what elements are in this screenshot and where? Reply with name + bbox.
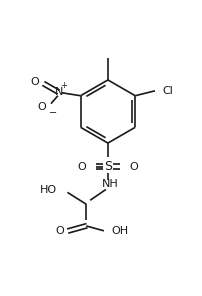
Text: O: O xyxy=(37,102,46,112)
Text: O: O xyxy=(130,162,138,172)
Text: HO: HO xyxy=(40,185,57,195)
Text: S: S xyxy=(104,160,112,173)
Text: +: + xyxy=(60,81,67,90)
Text: N: N xyxy=(55,87,63,97)
Text: OH: OH xyxy=(112,226,129,236)
Text: Cl: Cl xyxy=(163,86,174,96)
Text: −: − xyxy=(49,108,57,118)
Text: NH: NH xyxy=(101,179,118,189)
Text: O: O xyxy=(77,162,86,172)
Text: O: O xyxy=(30,77,39,87)
Text: O: O xyxy=(56,226,64,236)
